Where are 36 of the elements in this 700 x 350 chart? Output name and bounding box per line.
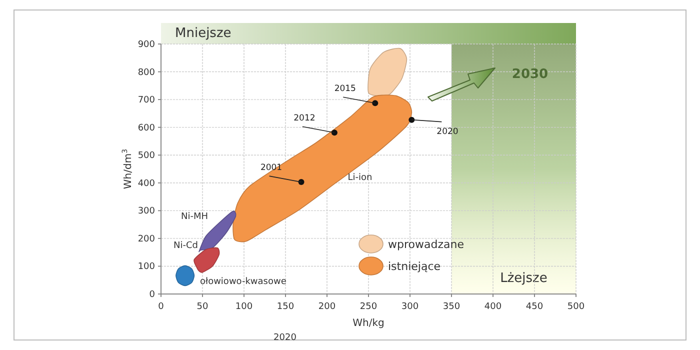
annotation: Ni-MH: [180, 212, 208, 222]
y-tick-label: 800: [138, 68, 156, 78]
legend-label: istniejące: [388, 260, 441, 273]
annotation: 2020: [436, 126, 458, 137]
annotation: 2015: [334, 84, 356, 94]
x-tick-label: 450: [526, 302, 544, 312]
x-tick-label: 150: [276, 302, 294, 312]
y-tick-label: 200: [138, 234, 156, 244]
annotation: Li-ion: [348, 173, 372, 183]
legend-label: wprowadzane: [388, 238, 464, 251]
y-tick-label: 300: [138, 206, 156, 217]
x-tick-label: 350: [442, 302, 460, 312]
x-tick-label: 300: [401, 302, 419, 312]
x-tick-label: 250: [360, 302, 378, 312]
y-tick-label: 100: [138, 262, 156, 272]
y-tick-label: 900: [138, 40, 156, 50]
y-tick-label: 400: [138, 178, 156, 189]
annotation: ołowiowo-kwasowe: [200, 277, 287, 287]
band-label: Lżejsze: [500, 271, 548, 286]
x-tick-label: 50: [196, 302, 208, 312]
text: Mniejsze: [175, 26, 232, 41]
point: [331, 130, 338, 136]
x-tick-label: 0: [158, 302, 164, 312]
x-tick-label: 200: [318, 302, 336, 312]
text: 2020: [274, 333, 297, 343]
x-axis-title: Wh/kg: [352, 318, 384, 329]
y-tick-label: 0: [149, 290, 156, 300]
x-tick-label: 400: [484, 302, 502, 312]
y-tick-label: 700: [138, 96, 156, 106]
x-tick-label: 500: [567, 302, 585, 312]
x-tick-label: 100: [235, 302, 253, 312]
annotation: 2012: [294, 114, 316, 124]
y-tick-label: 500: [138, 151, 156, 162]
annotation: Ni-Cd: [174, 241, 198, 251]
y-tick-label: 600: [138, 123, 156, 134]
point: [372, 100, 378, 106]
